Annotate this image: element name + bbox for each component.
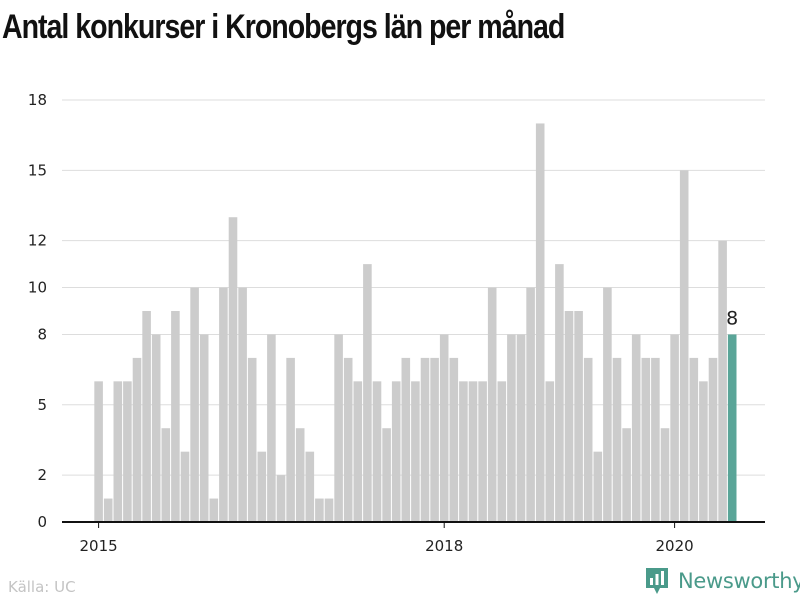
- bar: [123, 381, 132, 522]
- bar: [651, 357, 660, 522]
- bar: [161, 428, 171, 522]
- chart-title: Antal konkurser i Kronobergs län per mån…: [2, 8, 565, 46]
- bar: [708, 357, 718, 522]
- bar: [372, 381, 382, 522]
- bar: [670, 334, 679, 522]
- bar: [113, 381, 123, 522]
- bar: [334, 334, 343, 522]
- bar: [363, 264, 372, 522]
- bar: [324, 498, 334, 522]
- y-tick-label: 0: [37, 513, 47, 531]
- bar: [593, 451, 603, 522]
- bar: [103, 498, 113, 522]
- y-tick-label: 15: [28, 161, 47, 179]
- bar: [545, 381, 555, 522]
- bar: [228, 217, 238, 522]
- bar: [142, 311, 151, 522]
- y-tick-label: 18: [28, 91, 47, 109]
- bar: [478, 381, 487, 522]
- bar: [391, 381, 401, 522]
- bar: [430, 357, 439, 522]
- bar: [679, 170, 689, 523]
- bars: [94, 123, 737, 523]
- bar: [151, 334, 161, 522]
- bar: [209, 498, 219, 522]
- bar: [295, 428, 305, 522]
- bar: [459, 381, 468, 522]
- bar: [718, 240, 727, 522]
- bar: [507, 334, 516, 522]
- bar: [526, 287, 535, 522]
- bar: [699, 381, 708, 522]
- bar: [94, 381, 103, 522]
- axes: 0 2 5 8 10 12 15 18 8 2015 2018 2020: [28, 91, 765, 555]
- bar: [583, 357, 593, 522]
- brand-name: Newsworthy: [678, 569, 800, 593]
- brand-logo: Newsworthy: [644, 566, 800, 596]
- y-tick-label: 5: [37, 396, 47, 414]
- bar: [171, 311, 180, 522]
- bar: [286, 357, 295, 522]
- bar: [468, 381, 478, 522]
- bar: [199, 334, 209, 522]
- bar: [305, 451, 315, 522]
- bar: [516, 334, 526, 522]
- bar: [497, 381, 507, 522]
- x-tick-label: 2015: [80, 537, 118, 555]
- bar: [267, 334, 276, 522]
- bar: [555, 264, 564, 522]
- bar: [564, 311, 574, 522]
- bar: [603, 287, 612, 522]
- bar: [343, 357, 353, 522]
- bar-data-label: 8: [726, 307, 738, 329]
- bar: [382, 428, 391, 522]
- bar: [487, 287, 497, 522]
- bar: [315, 498, 324, 522]
- bar: [574, 311, 583, 522]
- bar: [622, 428, 631, 522]
- bar: [257, 451, 267, 522]
- bar: [238, 287, 247, 522]
- y-tick-label: 2: [37, 466, 47, 484]
- bar: [420, 357, 430, 522]
- bar: [631, 334, 641, 522]
- bar: [411, 381, 420, 522]
- bar: [439, 334, 449, 522]
- bar: [612, 357, 622, 522]
- x-tick-label: 2018: [425, 537, 463, 555]
- bar: [247, 357, 257, 522]
- y-tick-label: 10: [28, 279, 47, 297]
- y-tick-label: 8: [37, 325, 47, 343]
- bar: [449, 357, 459, 522]
- bar: [641, 357, 651, 522]
- bar: [401, 357, 411, 522]
- bar: [180, 451, 190, 522]
- bar: [353, 381, 363, 522]
- bar: [660, 428, 670, 522]
- bar: [535, 123, 545, 522]
- bar-highlight: [727, 334, 737, 522]
- bar: [190, 287, 199, 522]
- y-tick-label: 12: [28, 232, 47, 250]
- bar-chart-icon: [646, 568, 668, 594]
- bar: [689, 357, 699, 522]
- bar: [219, 287, 228, 522]
- x-tick-label: 2020: [656, 537, 694, 555]
- source-note: Källa: UC: [8, 578, 76, 596]
- bar: [132, 357, 142, 522]
- bar: [276, 475, 286, 522]
